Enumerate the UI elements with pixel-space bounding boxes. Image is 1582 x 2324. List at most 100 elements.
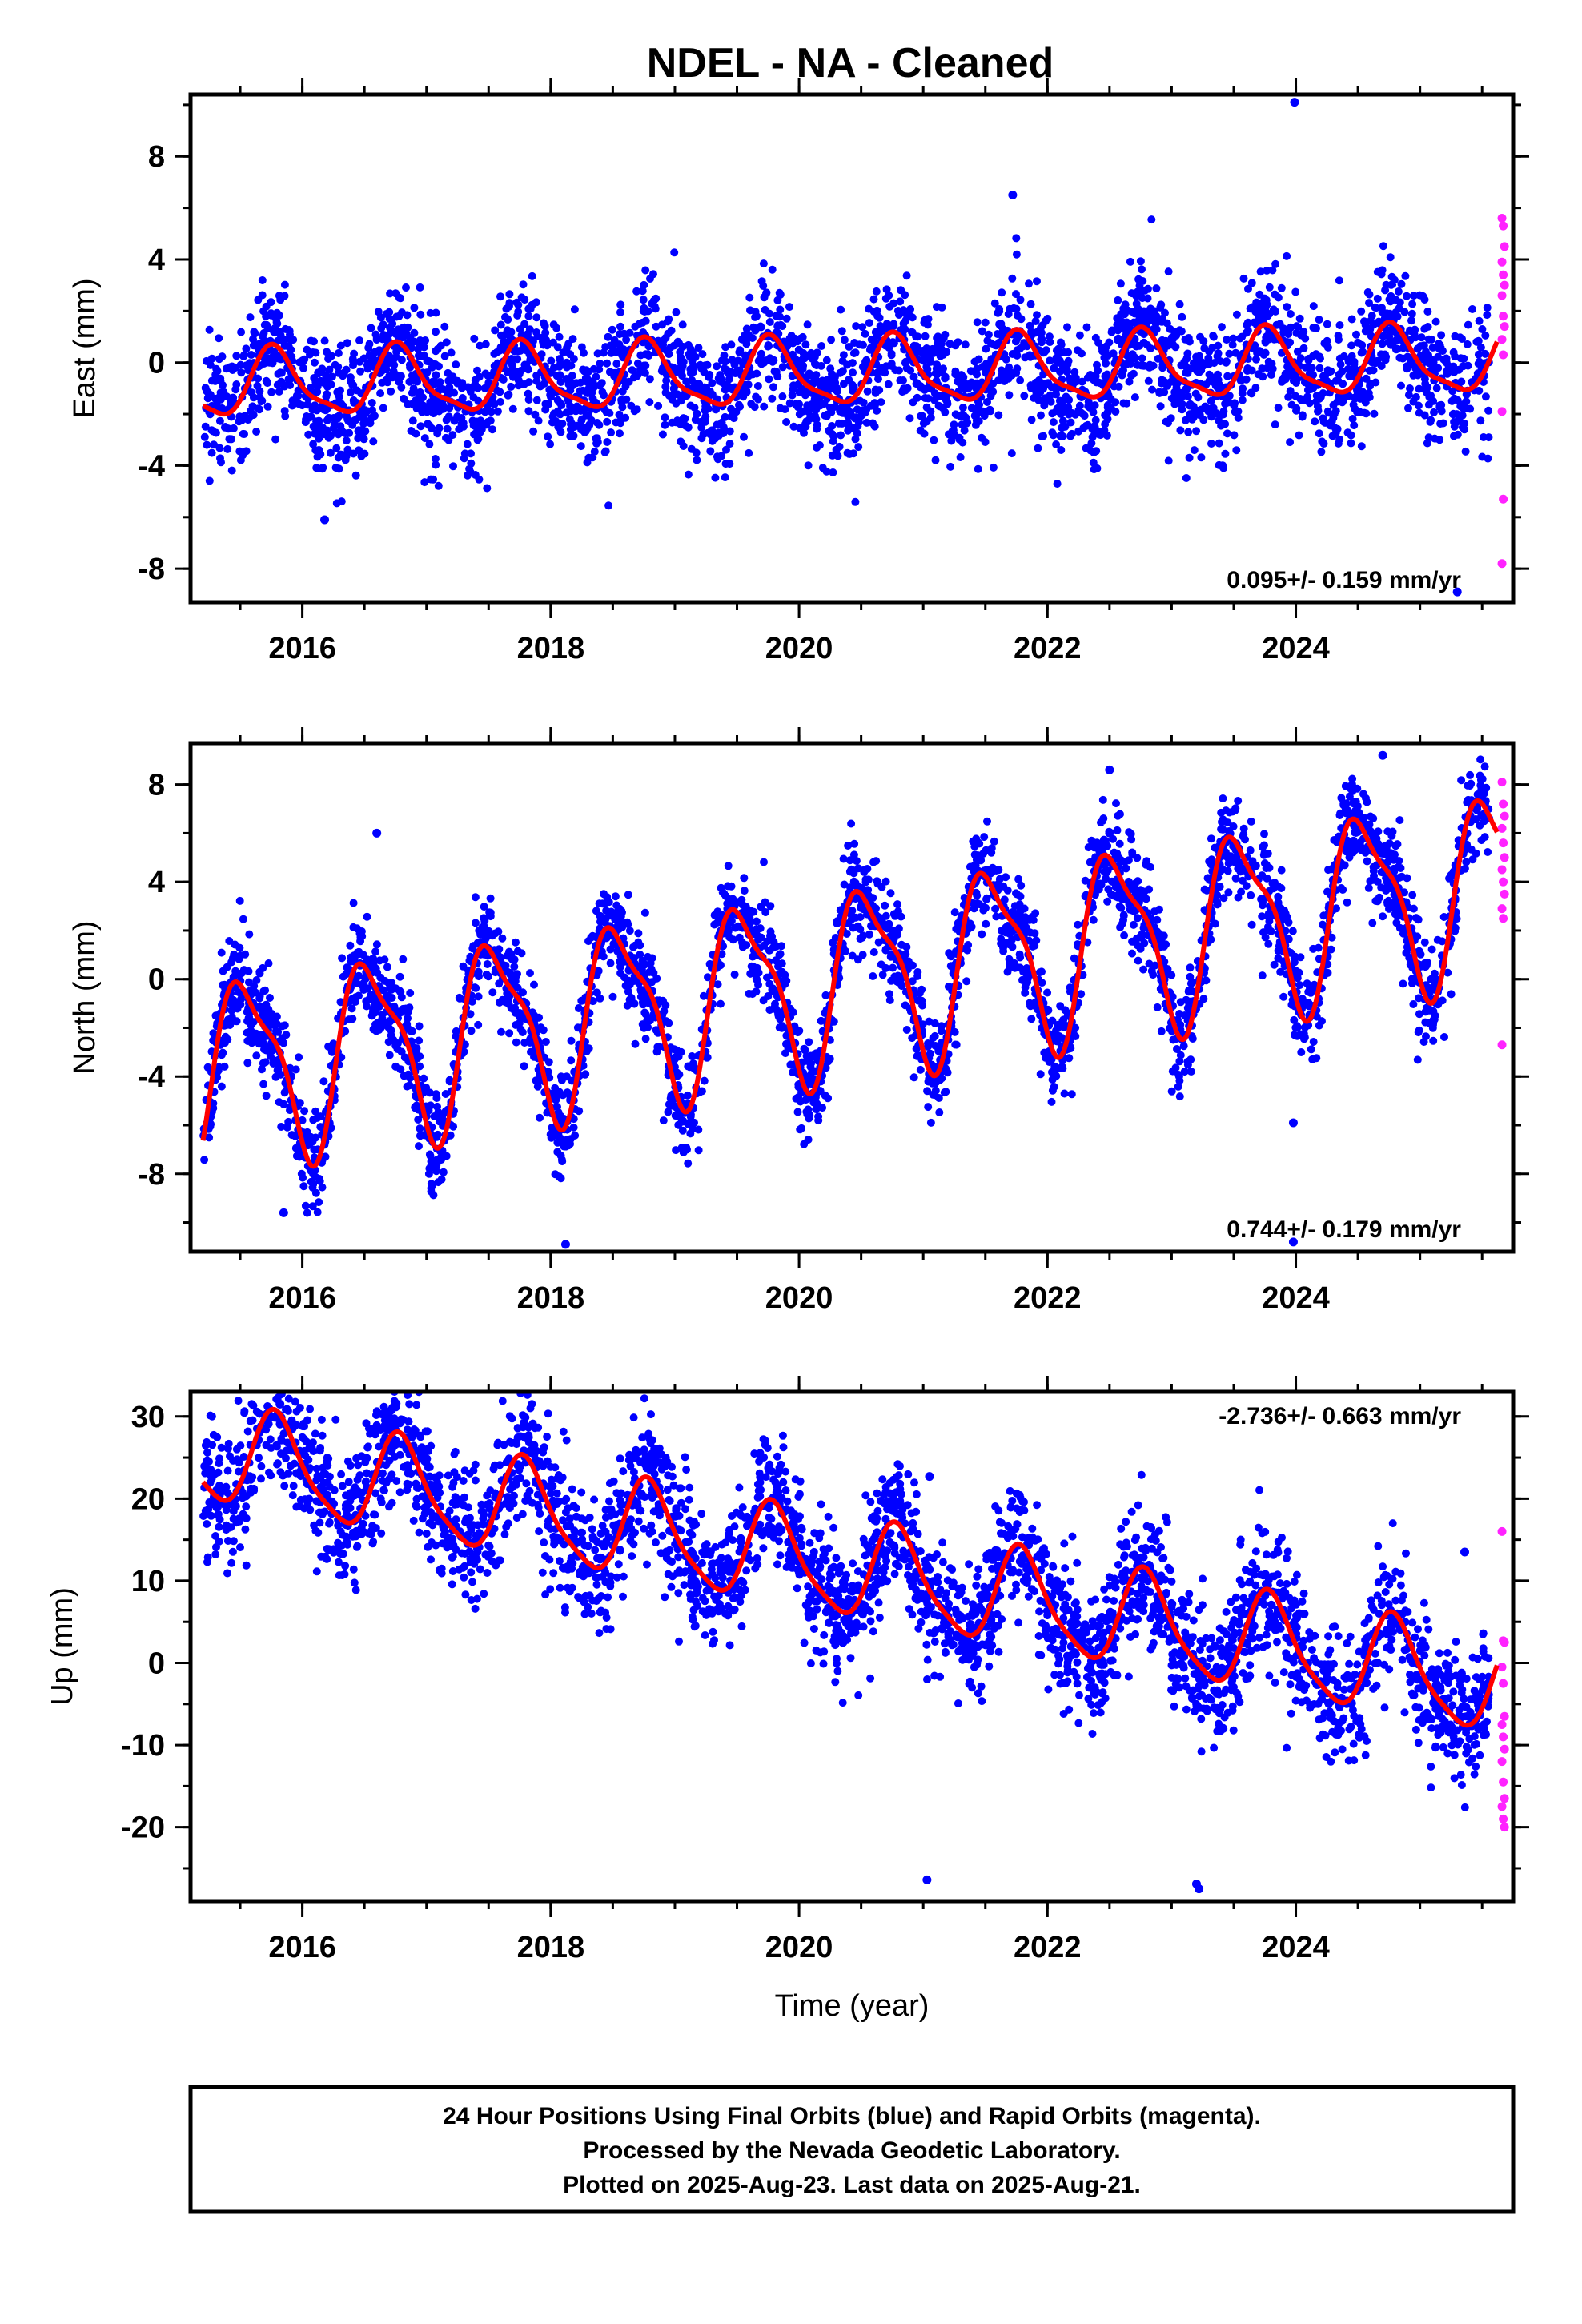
east-rapid-orbit-point (1499, 494, 1508, 504)
up-rapid-orbit-point (1499, 1679, 1508, 1688)
east-scatter-points (200, 98, 1509, 597)
north-rapid-orbit-point (1500, 889, 1509, 899)
east-rapid-orbit-point (1499, 221, 1508, 231)
north-model-fit-line (200, 798, 1500, 1169)
up-x-tick-label: 2024 (1262, 1931, 1330, 1964)
north-rate-label: 0.744+/- 0.179 mm/yr (1227, 1216, 1461, 1243)
up-y-tick-label: 0 (148, 1647, 165, 1681)
east-y-tick-label: -8 (138, 553, 165, 586)
north-final-orbit-points (199, 755, 1494, 1217)
up-rapid-orbit-point (1500, 1711, 1509, 1721)
east-model-fit-line (202, 320, 1500, 417)
up-final-orbit-points (199, 1392, 1493, 1811)
up-panel: Up (mm) Time (year) 2016 2018 2020 2022 2024… (46, 1376, 1529, 2023)
north-y-tick-label: 4 (148, 866, 165, 899)
north-rapid-orbit-point (1499, 914, 1508, 923)
north-plot-frame (188, 741, 1516, 1254)
east-rapid-orbit-point (1500, 322, 1509, 332)
north-rapid-orbit-point (1497, 823, 1507, 833)
up-rapid-orbit-point (1497, 1757, 1507, 1767)
up-x-tick-label: 2022 (1014, 1931, 1082, 1964)
up-xlabel: Time (year) (775, 1989, 930, 2023)
east-final-orbit-points (200, 215, 1493, 510)
footer-frame (188, 2085, 1516, 2214)
north-panel: North (mm) 2016 2018 2020 2022 2024 -8 -4 0 4 8 0.… (68, 727, 1529, 1315)
east-x-tick-label: 2016 (268, 632, 336, 665)
footer-box: 24 Hour Positions Using Final Orbits (bl… (188, 2085, 1516, 2214)
north-y-tick-label: -8 (138, 1158, 165, 1192)
east-rapid-orbit-point (1497, 291, 1507, 300)
east-outlier-point (1290, 98, 1299, 107)
north-outlier-point (372, 828, 382, 838)
north-scatter-points (199, 750, 1509, 1249)
up-y-tick-label: 20 (131, 1482, 165, 1516)
up-rapid-orbit-point (1500, 1794, 1509, 1803)
up-outlier-point (925, 1472, 934, 1482)
figure-title: NDEL - NA - Cleaned (647, 40, 1054, 86)
east-outlier-point (1008, 191, 1018, 200)
east-rapid-orbit-point (1499, 350, 1508, 360)
north-ylabel: North (mm) (68, 920, 102, 1074)
up-y-tick-label: 30 (131, 1401, 165, 1434)
north-rapid-orbit-point (1499, 799, 1508, 809)
up-rapid-orbit-point (1497, 1663, 1507, 1672)
east-rapid-orbit-point (1499, 312, 1508, 321)
up-rapid-orbit-point (1497, 1526, 1507, 1536)
up-x-tick-label: 2018 (517, 1931, 585, 1964)
east-rate-label: 0.095+/- 0.159 mm/yr (1227, 567, 1461, 593)
east-outlier-point (1452, 587, 1462, 597)
east-rapid-orbit-point (1497, 257, 1507, 267)
up-x-tick-label: 2016 (268, 1931, 336, 1964)
east-x-tick-label: 2018 (517, 632, 585, 665)
north-outlier-point (1105, 765, 1114, 774)
up-rapid-orbit-point (1499, 1777, 1508, 1787)
east-panel: East (mm) 2016 2018 2020 2022 2024 -8 -4 0 4 8 0.0… (68, 78, 1529, 665)
north-outlier-point (1378, 750, 1387, 760)
east-y-tick-label: 0 (148, 347, 165, 380)
up-x-tick-label: 2020 (765, 1931, 833, 1964)
up-rapid-orbit-point (1497, 1802, 1507, 1811)
up-model-fit-line (201, 1406, 1500, 1728)
up-rate-label: -2.736+/- 0.663 mm/yr (1219, 1403, 1461, 1429)
up-rapid-orbit-point (1499, 1732, 1508, 1742)
footer-line-1: 24 Hour Positions Using Final Orbits (bl… (443, 2103, 1261, 2129)
up-y-tick-label: -20 (121, 1811, 165, 1845)
east-rapid-orbit-point (1497, 559, 1507, 569)
up-plot-frame (188, 1389, 1516, 1904)
up-y-tick-label: -10 (121, 1729, 165, 1763)
east-x-tick-label: 2020 (765, 632, 833, 665)
north-rapid-orbit-point (1499, 877, 1508, 887)
north-outlier-point (1288, 1118, 1298, 1128)
east-ylabel: East (mm) (68, 278, 102, 418)
up-outlier-point (922, 1875, 932, 1884)
east-x-tick-label: 2024 (1262, 632, 1330, 665)
north-outlier-point (279, 1208, 288, 1217)
north-y-tick-label: -4 (138, 1060, 165, 1094)
north-x-tick-label: 2018 (517, 1281, 585, 1315)
up-ylabel: Up (mm) (46, 1587, 79, 1706)
up-outlier-point (275, 1399, 285, 1409)
north-y-tick-label: 8 (148, 769, 165, 802)
up-rapid-orbit-point (1500, 1744, 1509, 1754)
north-y-tick-label: 0 (148, 963, 165, 997)
east-rapid-orbit-point (1499, 270, 1508, 279)
east-x-tick-label: 2022 (1014, 632, 1082, 665)
east-y-tick-label: 4 (148, 243, 165, 277)
east-y-tick-label: -4 (138, 449, 165, 483)
north-x-tick-label: 2022 (1014, 1281, 1082, 1315)
up-outlier-point (887, 1502, 897, 1512)
north-outlier-point (1288, 1237, 1298, 1247)
east-y-tick-label: 8 (148, 140, 165, 174)
east-rapid-orbit-point (1500, 242, 1509, 251)
up-rapid-orbit-point (1500, 1823, 1509, 1832)
north-rapid-orbit-point (1497, 904, 1507, 914)
north-outlier-point (560, 1240, 570, 1249)
north-rapid-orbit-point (1497, 1040, 1507, 1050)
east-rapid-orbit-point (1497, 407, 1507, 416)
east-rapid-orbit-point (1497, 335, 1507, 344)
up-rapid-orbit-point (1500, 1638, 1509, 1647)
east-plot-frame (188, 92, 1516, 605)
north-rapid-orbit-point (1500, 811, 1509, 821)
up-rapid-orbit-point (1497, 1719, 1507, 1729)
